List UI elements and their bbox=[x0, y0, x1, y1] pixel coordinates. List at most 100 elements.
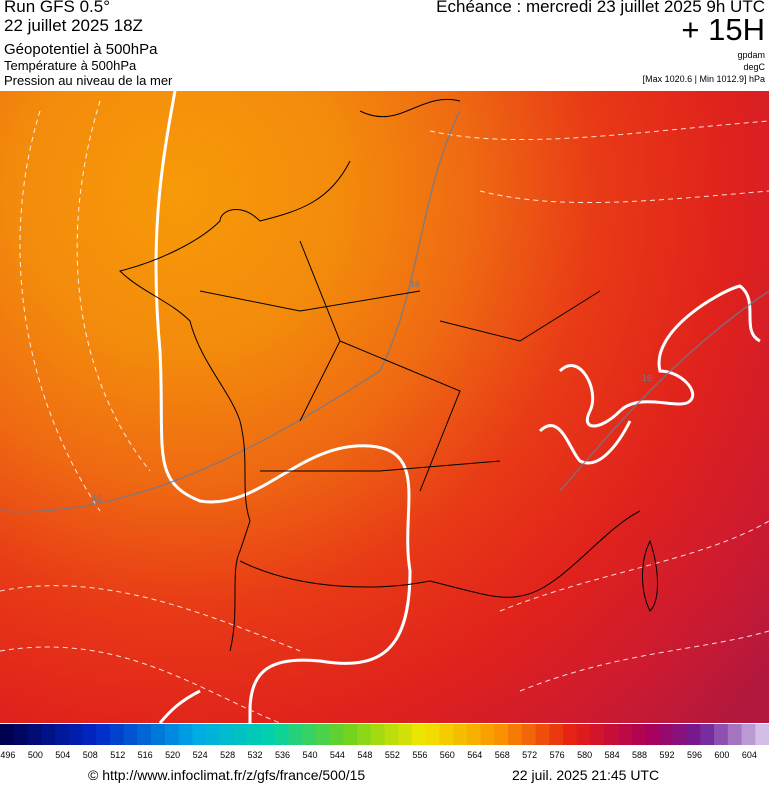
colorbar-swatch bbox=[672, 724, 688, 745]
colorbar-swatch bbox=[274, 724, 289, 745]
colorbar-label: 560 bbox=[440, 750, 455, 760]
colorbar-swatch bbox=[590, 724, 605, 745]
valid-time: Echéance : mercredi 23 juillet 2025 9h U… bbox=[436, 0, 765, 16]
colorbar-label: 580 bbox=[577, 750, 592, 760]
colorbar-label: 524 bbox=[193, 750, 208, 760]
pressure-range: [Max 1020.6 | Min 1012.9] hPa bbox=[642, 74, 765, 84]
colorbar-swatch bbox=[82, 724, 97, 745]
colorbar-swatch bbox=[425, 724, 440, 745]
map: 16 16 16 bbox=[0, 91, 769, 723]
colorbar-swatch bbox=[302, 724, 317, 745]
colorbar-swatch bbox=[384, 724, 399, 745]
colorbar-swatch bbox=[219, 724, 234, 745]
colorbar-swatch bbox=[54, 724, 70, 745]
colorbar-swatch bbox=[755, 724, 769, 745]
temperature-isotherms bbox=[154, 91, 761, 723]
colorbar-label: 564 bbox=[467, 750, 482, 760]
colorbar-label: 544 bbox=[330, 750, 345, 760]
colorbar-swatch bbox=[288, 724, 303, 745]
colorbar-swatch bbox=[178, 724, 193, 745]
colorbar-swatch bbox=[370, 724, 385, 745]
colorbar-swatch bbox=[411, 724, 427, 745]
contour-label: 16 bbox=[410, 279, 420, 289]
pressure-isobars bbox=[0, 100, 769, 723]
colorbar-swatch bbox=[13, 724, 28, 745]
colorbar-label: 592 bbox=[659, 750, 674, 760]
unit-temperature: degC bbox=[743, 62, 765, 72]
coastlines bbox=[119, 98, 658, 652]
colorbar-label: 572 bbox=[522, 750, 537, 760]
colorbar-swatch bbox=[700, 724, 715, 745]
footer-generated: 22 juil. 2025 21:45 UTC bbox=[512, 767, 660, 783]
geopotential-contours bbox=[0, 110, 769, 513]
colorbar: 496 500 504 508 512 516 520 524 528 532 536 540 544 5… bbox=[0, 724, 769, 760]
colorbar-swatch bbox=[137, 724, 152, 745]
colorbar-swatch bbox=[315, 724, 331, 745]
colorbar-swatch bbox=[480, 724, 495, 745]
colorbar-swatch bbox=[41, 724, 56, 745]
colorbar-swatch bbox=[0, 724, 15, 745]
colorbar-label: 520 bbox=[165, 750, 180, 760]
colorbar-swatch bbox=[617, 724, 633, 745]
colorbar-swatch bbox=[535, 724, 550, 745]
colorbar-swatch bbox=[494, 724, 509, 745]
footer-url: © http://www.infoclimat.fr/z/gfs/france/… bbox=[88, 767, 366, 783]
colorbar-label: 504 bbox=[55, 750, 70, 760]
colorbar-swatch bbox=[659, 724, 674, 745]
colorbar-swatch bbox=[439, 724, 454, 745]
colorbar-swatch bbox=[357, 724, 372, 745]
colorbar-swatch bbox=[645, 724, 660, 745]
colorbar-label: 600 bbox=[714, 750, 729, 760]
colorbar-swatch bbox=[727, 724, 743, 745]
colorbar-label: 500 bbox=[28, 750, 43, 760]
colorbar-swatch bbox=[741, 724, 756, 745]
colorbar-label: 576 bbox=[550, 750, 565, 760]
contour-label: 16 bbox=[642, 373, 652, 383]
unit-geopotential: gpdam bbox=[737, 50, 765, 60]
colorbar-label: 548 bbox=[357, 750, 372, 760]
colorbar-label: 596 bbox=[687, 750, 702, 760]
field-main: Géopotentiel à 500hPa bbox=[4, 41, 158, 58]
colorbar-swatch bbox=[466, 724, 482, 745]
colorbar-swatch bbox=[151, 724, 166, 745]
colorbar-swatch bbox=[508, 724, 523, 745]
colorbar-swatch bbox=[329, 724, 344, 745]
colorbar-label: 552 bbox=[385, 750, 400, 760]
colorbar-swatch bbox=[205, 724, 221, 745]
colorbar-label: 604 bbox=[742, 750, 757, 760]
colorbar-label: 588 bbox=[632, 750, 647, 760]
colorbar-swatch bbox=[631, 724, 646, 745]
lead-time: + 15H bbox=[681, 12, 765, 47]
colorbar-swatch bbox=[192, 724, 207, 745]
colorbar-swatch bbox=[563, 724, 578, 745]
field-tertiary: Pression au niveau de la mer bbox=[4, 73, 173, 88]
colorbar-label: 556 bbox=[412, 750, 427, 760]
colorbar-swatch bbox=[123, 724, 138, 745]
colorbar-swatch bbox=[260, 724, 276, 745]
colorbar-swatch bbox=[604, 724, 619, 745]
field-secondary: Température à 500hPa bbox=[4, 58, 137, 73]
colorbar-swatch bbox=[247, 724, 262, 745]
colorbar-swatch bbox=[549, 724, 564, 745]
colorbar-swatch bbox=[96, 724, 111, 745]
colorbar-label: 540 bbox=[302, 750, 317, 760]
colorbar-label: 584 bbox=[605, 750, 620, 760]
colorbar-swatch bbox=[233, 724, 248, 745]
colorbar-label: 536 bbox=[275, 750, 290, 760]
colorbar-swatch bbox=[164, 724, 180, 745]
colorbar-label: 532 bbox=[248, 750, 263, 760]
colorbar-label: 516 bbox=[138, 750, 153, 760]
colorbar-swatch bbox=[109, 724, 125, 745]
colorbar-swatch bbox=[398, 724, 413, 745]
run-date: 22 juillet 2025 18Z bbox=[4, 16, 143, 35]
colorbar-swatch bbox=[68, 724, 83, 745]
colorbar-swatch bbox=[453, 724, 468, 745]
colorbar-label: 508 bbox=[83, 750, 98, 760]
run-title: Run GFS 0.5° bbox=[4, 0, 111, 16]
colorbar-label: 512 bbox=[110, 750, 125, 760]
contour-label: 16 bbox=[92, 493, 102, 503]
colorbar-label: 568 bbox=[495, 750, 510, 760]
colorbar-label: 496 bbox=[0, 750, 15, 760]
colorbar-swatch bbox=[521, 724, 537, 745]
